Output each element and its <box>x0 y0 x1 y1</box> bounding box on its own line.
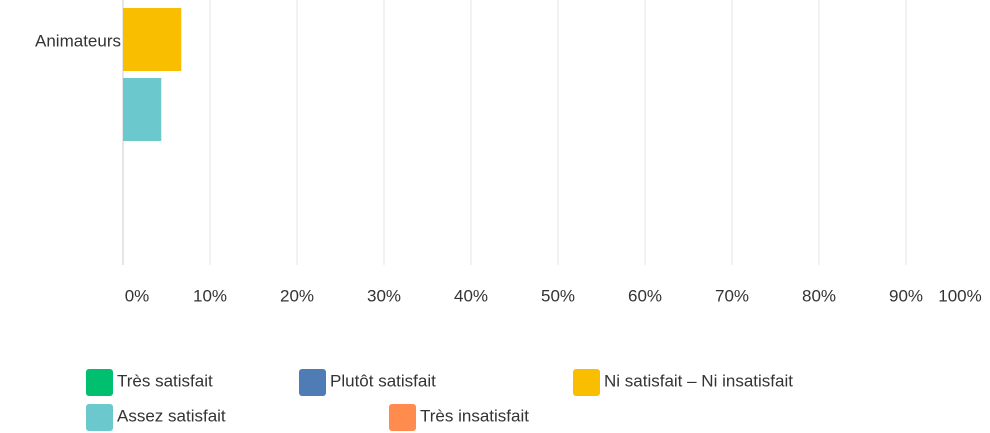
x-tick-label: 0% <box>125 286 150 305</box>
x-tick-label: 100% <box>938 286 981 305</box>
legend-swatch <box>299 369 326 396</box>
x-tick-label: 40% <box>454 286 488 305</box>
x-tick-label: 70% <box>715 286 749 305</box>
legend-swatch <box>86 404 113 431</box>
y-tick-label: Animateurs <box>35 31 121 50</box>
legend-swatch <box>86 369 113 396</box>
legend-swatch <box>389 404 416 431</box>
x-tick-label: 50% <box>541 286 575 305</box>
legend-label: Plutôt satisfait <box>330 371 436 390</box>
x-tick-label: 80% <box>802 286 836 305</box>
x-tick-label: 60% <box>628 286 662 305</box>
legend-label: Assez satisfait <box>117 406 226 425</box>
legend-label: Très insatisfait <box>420 406 529 425</box>
legend-label: Très satisfait <box>117 371 213 390</box>
x-tick-label: 10% <box>193 286 227 305</box>
x-tick-label: 90% <box>889 286 923 305</box>
bar <box>123 78 162 141</box>
legend-swatch <box>573 369 600 396</box>
bar <box>123 8 182 71</box>
x-tick-label: 20% <box>280 286 314 305</box>
legend-label: Ni satisfait – Ni insatisfait <box>604 371 793 390</box>
x-tick-label: 30% <box>367 286 401 305</box>
